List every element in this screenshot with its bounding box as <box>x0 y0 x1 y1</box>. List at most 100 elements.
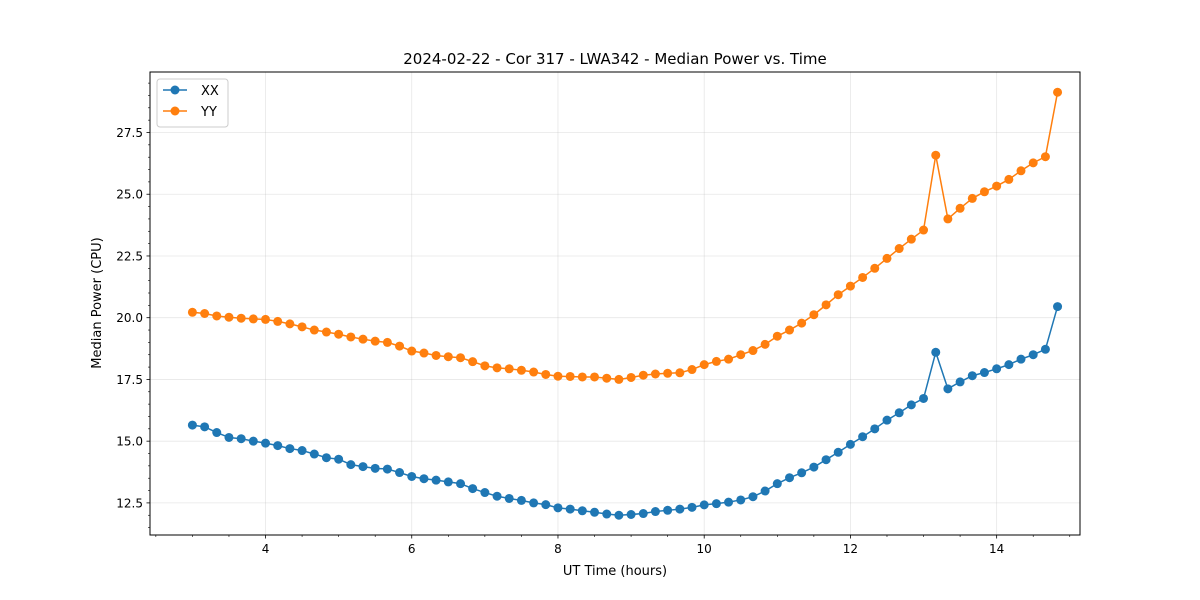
data-point-xx <box>334 454 344 464</box>
data-point-xx <box>248 436 258 446</box>
data-point-yy <box>492 363 502 373</box>
data-point-xx <box>492 491 502 501</box>
data-point-xx <box>663 505 673 515</box>
data-point-yy <box>529 367 539 377</box>
data-point-xx <box>638 509 648 519</box>
data-point-yy <box>638 370 648 380</box>
data-point-yy <box>833 290 843 300</box>
data-point-yy <box>187 307 197 317</box>
data-point-yy <box>724 354 734 364</box>
data-point-xx <box>1040 344 1050 354</box>
data-point-yy <box>565 371 575 381</box>
data-point-xx <box>273 441 283 451</box>
data-point-xx <box>370 463 380 473</box>
data-point-yy <box>480 361 490 371</box>
data-point-yy <box>382 337 392 347</box>
data-point-xx <box>565 504 575 514</box>
data-point-xx <box>224 432 234 442</box>
data-point-yy <box>407 346 417 356</box>
data-point-xx <box>748 492 758 502</box>
legend-label-yy: YY <box>200 105 217 120</box>
data-point-yy <box>261 314 271 324</box>
data-point-yy <box>870 263 880 273</box>
data-point-xx <box>919 393 929 403</box>
data-point-yy <box>614 374 624 384</box>
data-point-xx <box>1016 354 1026 364</box>
data-point-xx <box>1004 360 1014 370</box>
data-point-yy <box>370 336 380 346</box>
data-point-yy <box>663 368 673 378</box>
y-axis-label: Median Power (CPU) <box>90 237 105 368</box>
data-point-xx <box>480 488 490 498</box>
data-point-xx <box>321 453 331 463</box>
data-point-xx <box>626 510 636 519</box>
data-point-xx <box>443 477 453 487</box>
x-tick-label: 12 <box>843 542 858 556</box>
data-point-yy <box>748 346 758 356</box>
data-point-yy <box>955 203 965 213</box>
data-point-yy <box>650 369 660 379</box>
data-point-xx <box>504 493 514 503</box>
data-point-xx <box>736 495 746 505</box>
data-point-yy <box>236 313 246 323</box>
data-point-xx <box>297 446 307 456</box>
data-point-yy <box>321 327 331 337</box>
data-point-yy <box>943 214 953 224</box>
y-tick-label: 17.5 <box>116 373 143 387</box>
data-point-yy <box>626 372 636 382</box>
legend-marker-xx <box>170 85 180 95</box>
data-point-xx <box>687 502 697 512</box>
data-point-xx <box>760 486 770 496</box>
data-point-yy <box>1028 158 1038 168</box>
data-point-xx <box>187 420 197 430</box>
data-point-xx <box>577 506 587 516</box>
data-point-xx <box>979 368 989 378</box>
data-point-xx <box>967 371 977 381</box>
data-point-yy <box>419 348 429 358</box>
data-point-xx <box>943 384 953 394</box>
data-point-xx <box>675 504 685 514</box>
data-point-xx <box>236 434 246 444</box>
data-point-yy <box>906 234 916 244</box>
data-point-xx <box>650 507 660 517</box>
data-point-yy <box>858 272 868 282</box>
data-point-xx <box>468 484 478 494</box>
data-point-yy <box>711 356 721 366</box>
x-tick-label: 10 <box>697 542 712 556</box>
data-point-xx <box>553 503 563 513</box>
data-point-xx <box>529 498 539 508</box>
data-point-yy <box>309 325 319 335</box>
data-point-yy <box>504 364 514 374</box>
data-point-xx <box>699 500 709 510</box>
data-point-xx <box>858 432 868 442</box>
data-point-yy <box>687 365 697 375</box>
data-point-yy <box>992 181 1002 191</box>
data-point-yy <box>967 193 977 203</box>
data-point-yy <box>845 281 855 291</box>
data-point-yy <box>200 309 210 318</box>
data-point-yy <box>212 311 222 321</box>
y-tick-label: 27.5 <box>116 126 143 140</box>
data-point-xx <box>870 424 880 434</box>
data-point-yy <box>1040 152 1050 162</box>
data-point-xx <box>845 439 855 449</box>
data-point-xx <box>261 438 271 448</box>
data-point-xx <box>724 497 734 507</box>
data-point-yy <box>297 322 307 332</box>
data-point-yy <box>590 372 600 382</box>
data-point-yy <box>577 372 587 382</box>
data-point-xx <box>431 475 441 485</box>
data-point-yy <box>358 334 368 344</box>
data-point-yy <box>224 312 234 322</box>
data-point-xx <box>809 462 819 472</box>
y-tick-label: 12.5 <box>116 496 143 510</box>
data-point-xx <box>821 455 831 465</box>
data-point-xx <box>1053 302 1063 312</box>
data-point-yy <box>785 325 795 335</box>
data-point-xx <box>833 447 843 457</box>
legend-label-xx: XX <box>201 84 219 99</box>
y-tick-label: 20.0 <box>116 311 143 325</box>
data-point-yy <box>334 329 344 339</box>
data-point-yy <box>468 357 478 367</box>
